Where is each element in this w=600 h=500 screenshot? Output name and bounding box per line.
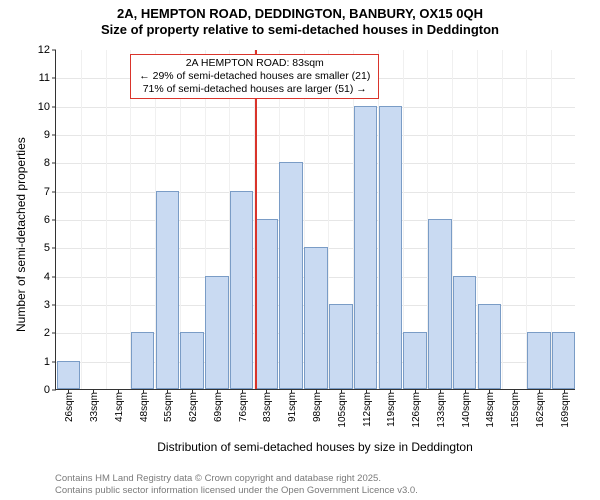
xtick-label: 98sqm: [312, 392, 323, 422]
xtick-label: 26sqm: [64, 392, 75, 422]
gridline-h: [56, 220, 575, 221]
ytick-label: 5: [44, 242, 50, 254]
ytick-label: 10: [38, 101, 50, 113]
chart-title-line2: Size of property relative to semi-detach…: [0, 22, 600, 38]
ytick-label: 7: [44, 186, 50, 198]
bar: [304, 247, 328, 389]
bar: [205, 276, 229, 389]
gridline-h: [56, 107, 575, 108]
xtick-label: 126sqm: [411, 392, 422, 428]
ytick-label: 9: [44, 129, 50, 141]
annotation-line1: 2A HEMPTON ROAD: 83sqm: [139, 57, 370, 70]
reference-annotation: 2A HEMPTON ROAD: 83sqm ← 29% of semi-det…: [130, 54, 379, 99]
ytick-label: 4: [44, 271, 50, 283]
xtick-label: 140sqm: [461, 392, 472, 428]
x-axis-title: Distribution of semi-detached houses by …: [55, 440, 575, 454]
ytick-label: 3: [44, 299, 50, 311]
bar: [156, 191, 180, 389]
bar: [131, 332, 155, 389]
gridline-v: [81, 50, 82, 389]
ytick-label: 6: [44, 214, 50, 226]
xtick-label: 83sqm: [262, 392, 273, 422]
xtick-label: 169sqm: [560, 392, 571, 428]
gridline-h: [56, 192, 575, 193]
ytick-mark: [52, 78, 56, 79]
xtick-label: 76sqm: [238, 392, 249, 422]
ytick-mark: [52, 50, 56, 51]
bar: [230, 191, 254, 389]
reference-line: [255, 50, 257, 389]
y-axis-title: Number of semi-detached properties: [14, 137, 28, 332]
bar: [57, 361, 81, 389]
chart-title-line1: 2A, HEMPTON ROAD, DEDDINGTON, BANBURY, O…: [0, 6, 600, 22]
bar: [255, 219, 279, 389]
footer-line1: Contains HM Land Registry data © Crown c…: [55, 473, 418, 484]
bar: [527, 332, 551, 389]
bar: [180, 332, 204, 389]
ytick-label: 2: [44, 327, 50, 339]
xtick-label: 105sqm: [337, 392, 348, 428]
bar: [379, 106, 403, 389]
ytick-label: 0: [44, 384, 50, 396]
ytick-mark: [52, 361, 56, 362]
ytick-label: 8: [44, 157, 50, 169]
xtick-label: 119sqm: [386, 392, 397, 427]
ytick-mark: [52, 390, 56, 391]
annotation-line2: ← 29% of semi-detached houses are smalle…: [139, 70, 370, 83]
ytick-mark: [52, 305, 56, 306]
chart-container: 2A HEMPTON ROAD: 83sqm ← 29% of semi-det…: [0, 42, 600, 452]
bar: [403, 332, 427, 389]
xtick-label: 133sqm: [436, 392, 447, 428]
ytick-mark: [52, 106, 56, 107]
xtick-label: 69sqm: [213, 392, 224, 422]
ytick-mark: [52, 333, 56, 334]
footer-attribution: Contains HM Land Registry data © Crown c…: [55, 473, 418, 496]
ytick-mark: [52, 191, 56, 192]
plot-area: 2A HEMPTON ROAD: 83sqm ← 29% of semi-det…: [55, 50, 575, 390]
chart-title-block: 2A, HEMPTON ROAD, DEDDINGTON, BANBURY, O…: [0, 0, 600, 39]
annotation-line3: 71% of semi-detached houses are larger (…: [139, 83, 370, 96]
ytick-mark: [52, 276, 56, 277]
bar: [329, 304, 353, 389]
xtick-label: 62sqm: [188, 392, 199, 422]
bar: [354, 106, 378, 389]
gridline-h: [56, 163, 575, 164]
ytick-label: 1: [44, 356, 50, 368]
gridline-v: [502, 50, 503, 389]
ytick-mark: [52, 220, 56, 221]
bar: [279, 162, 303, 389]
ytick-label: 11: [39, 72, 50, 84]
footer-line2: Contains public sector information licen…: [55, 485, 418, 496]
ytick-mark: [52, 135, 56, 136]
gridline-v: [106, 50, 107, 389]
xtick-label: 91sqm: [287, 392, 298, 422]
ytick-label: 12: [38, 44, 50, 56]
xtick-label: 155sqm: [510, 392, 521, 428]
ytick-mark: [52, 248, 56, 249]
bar: [552, 332, 576, 389]
bar: [428, 219, 452, 389]
xtick-label: 112sqm: [362, 392, 373, 427]
bar: [453, 276, 477, 389]
ytick-mark: [52, 163, 56, 164]
xtick-label: 148sqm: [485, 392, 496, 428]
xtick-label: 162sqm: [535, 392, 546, 428]
gridline-h: [56, 135, 575, 136]
xtick-label: 48sqm: [139, 392, 150, 422]
xtick-label: 41sqm: [114, 392, 125, 422]
bar: [478, 304, 502, 389]
xtick-label: 33sqm: [89, 392, 100, 422]
xtick-label: 55sqm: [163, 392, 174, 422]
